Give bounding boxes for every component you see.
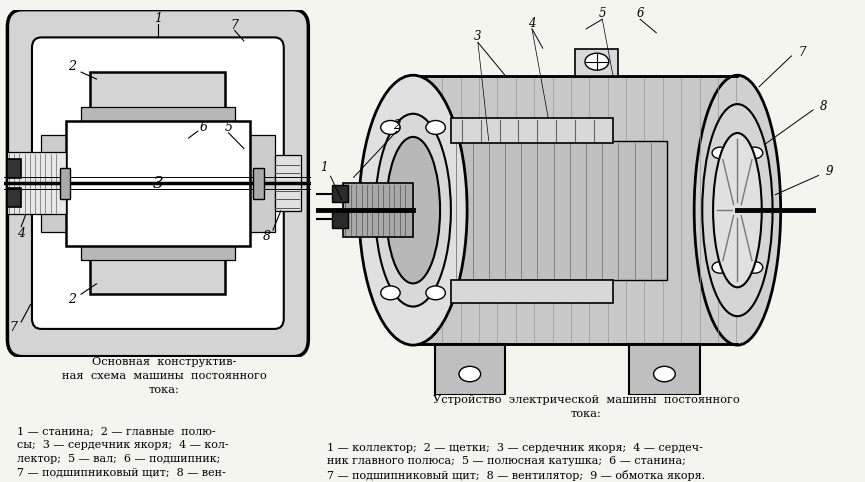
Ellipse shape [694, 75, 780, 345]
Bar [90, 258, 226, 294]
Text: 9: 9 [825, 165, 833, 178]
Text: 1: 1 [320, 161, 328, 174]
Bar [274, 155, 301, 211]
Text: 3: 3 [152, 174, 163, 192]
Bar [253, 168, 264, 199]
Text: 5: 5 [225, 121, 233, 134]
Text: 7: 7 [798, 46, 806, 58]
Text: 8: 8 [820, 100, 828, 112]
Circle shape [654, 366, 676, 382]
Bar [575, 49, 618, 76]
Ellipse shape [713, 133, 762, 287]
Circle shape [426, 120, 445, 134]
Text: 7: 7 [10, 321, 17, 334]
Bar [90, 72, 226, 108]
FancyBboxPatch shape [8, 10, 308, 357]
Text: 8: 8 [263, 230, 271, 243]
Bar [7, 159, 21, 178]
Bar [81, 107, 234, 129]
Polygon shape [629, 344, 700, 395]
Text: 2: 2 [67, 293, 76, 306]
Text: 1 — коллектор;  2 — щетки;  3 — сердечник якоря;  4 — сердеч-
ник главного полюс: 1 — коллектор; 2 — щетки; 3 — сердечник … [327, 443, 705, 482]
Circle shape [426, 286, 445, 300]
Ellipse shape [375, 114, 451, 307]
Circle shape [381, 286, 400, 300]
Text: 7: 7 [231, 19, 239, 32]
Polygon shape [451, 118, 613, 143]
Text: 5: 5 [599, 7, 606, 20]
Bar [66, 120, 250, 246]
Bar [7, 188, 21, 207]
Text: 6: 6 [200, 121, 208, 134]
Circle shape [712, 147, 728, 159]
Text: 1 — станина;  2 — главные  полю-
сы;  3 — сердечник якоря;  4 — кол-
лектор;  5 : 1 — станина; 2 — главные полю- сы; 3 — с… [16, 427, 228, 482]
Ellipse shape [359, 75, 467, 345]
Text: 4: 4 [529, 17, 535, 29]
Bar [8, 152, 66, 214]
Bar [332, 210, 348, 228]
Ellipse shape [702, 104, 772, 316]
Circle shape [585, 53, 609, 70]
Text: 3: 3 [474, 30, 482, 43]
Text: Устройство  электрической  машины  постоянного
тока:: Устройство электрической машины постоянн… [432, 395, 740, 419]
Text: 2: 2 [67, 60, 76, 73]
Circle shape [746, 262, 763, 273]
Circle shape [459, 366, 481, 382]
Ellipse shape [386, 137, 440, 283]
Text: Основная  конструктив-
ная  схема  машины  постоянного
тока:: Основная конструктив- ная схема машины п… [61, 357, 266, 395]
Bar [60, 168, 70, 199]
Polygon shape [413, 141, 667, 280]
Circle shape [712, 262, 728, 273]
Polygon shape [434, 344, 505, 395]
Text: 2: 2 [393, 119, 400, 132]
Circle shape [746, 147, 763, 159]
Bar [248, 134, 274, 232]
Text: 4: 4 [17, 227, 25, 240]
Circle shape [381, 120, 400, 134]
Bar [332, 185, 348, 202]
Bar [42, 134, 67, 232]
Polygon shape [413, 76, 737, 344]
Text: 1: 1 [154, 12, 162, 25]
FancyBboxPatch shape [32, 38, 284, 329]
Polygon shape [451, 280, 613, 303]
Polygon shape [343, 183, 413, 237]
Bar [81, 237, 234, 259]
Text: 6: 6 [637, 7, 644, 20]
